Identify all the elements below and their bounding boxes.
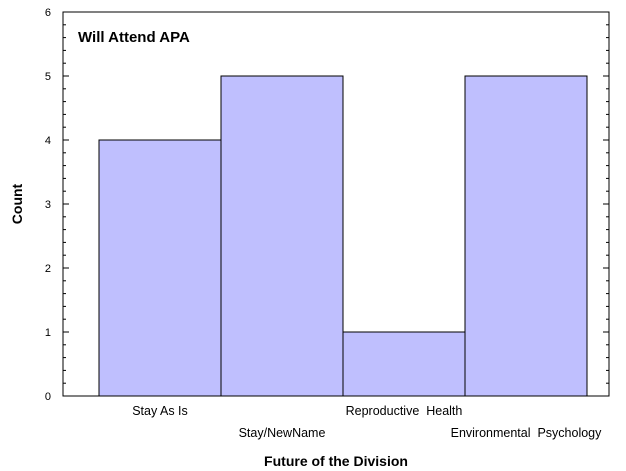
chart-title: Will Attend APA: [78, 29, 190, 46]
x-tick-label: Reproductive Health: [346, 404, 463, 418]
bar-2: [221, 76, 343, 396]
y-tick-label: 5: [45, 71, 51, 83]
bar-1: [99, 140, 221, 396]
x-tick-label: Stay As Is: [132, 404, 188, 418]
y-tick-label: 4: [45, 135, 51, 147]
y-tick-label: 3: [45, 199, 51, 211]
y-tick-label: 0: [45, 391, 51, 403]
x-axis-title: Future of the Division: [264, 453, 408, 469]
bar-3: [343, 332, 465, 396]
y-axis-title: Count: [9, 183, 25, 224]
x-tick-label: Environmental Psychology: [451, 426, 603, 440]
x-tick-label: Stay/NewName: [239, 426, 326, 440]
y-tick-label: 6: [45, 7, 51, 19]
bar-4: [465, 76, 587, 396]
x-axis-labels: Stay As Is Stay/NewName Reproductive Healt…: [132, 404, 602, 440]
y-tick-label: 1: [45, 327, 51, 339]
y-tick-label: 2: [45, 263, 51, 275]
